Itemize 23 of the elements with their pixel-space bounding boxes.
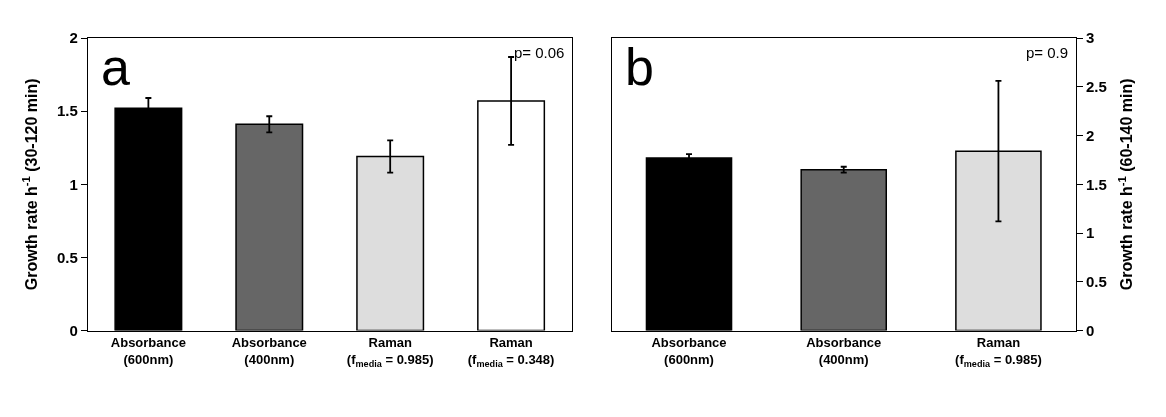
y2-tick-label: 3 — [1085, 29, 1095, 47]
y2-tick-label: 0 — [1085, 321, 1095, 339]
x-tick-label: Absorbance (400nm) — [231, 335, 307, 368]
y2-tick-label: 2.5 — [1085, 78, 1107, 96]
x-tick-label: Raman (f$_{media}$ = 0.985) — [346, 335, 434, 369]
annotation: p= 0.06 — [514, 44, 565, 61]
x-tick-label: Raman (f$_{media}$ = 0.985) — [955, 335, 1042, 369]
y-tick-label: 2 — [69, 29, 78, 47]
annotation: b — [625, 38, 654, 96]
y2-tick-label: 1.5 — [1085, 175, 1107, 193]
x-tick-label: Absorbance (600nm) — [651, 335, 727, 368]
y-tick-label: 0 — [69, 321, 78, 339]
y-tick-label: 1 — [69, 175, 78, 193]
annotation: p= 0.9 — [1026, 44, 1069, 61]
y-tick-label: 1.5 — [56, 102, 78, 120]
x-tick-label: Absorbance (400nm) — [806, 335, 882, 368]
x-tick-label: Raman (f$_{media}$ = 0.348) — [467, 335, 555, 369]
y-tick-label: 0.5 — [56, 248, 78, 266]
y2-tick-label: 0.5 — [1085, 273, 1107, 291]
y2-tick-label: 2 — [1085, 126, 1095, 144]
annotation: a — [101, 38, 130, 96]
x-tick-label: Absorbance (600nm) — [110, 335, 186, 368]
y2-tick-label: 1 — [1085, 224, 1095, 242]
